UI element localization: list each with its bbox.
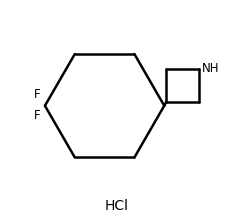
Text: F: F bbox=[34, 89, 40, 101]
Text: NH: NH bbox=[202, 62, 219, 74]
Text: HCl: HCl bbox=[104, 199, 128, 213]
Text: F: F bbox=[34, 109, 40, 122]
